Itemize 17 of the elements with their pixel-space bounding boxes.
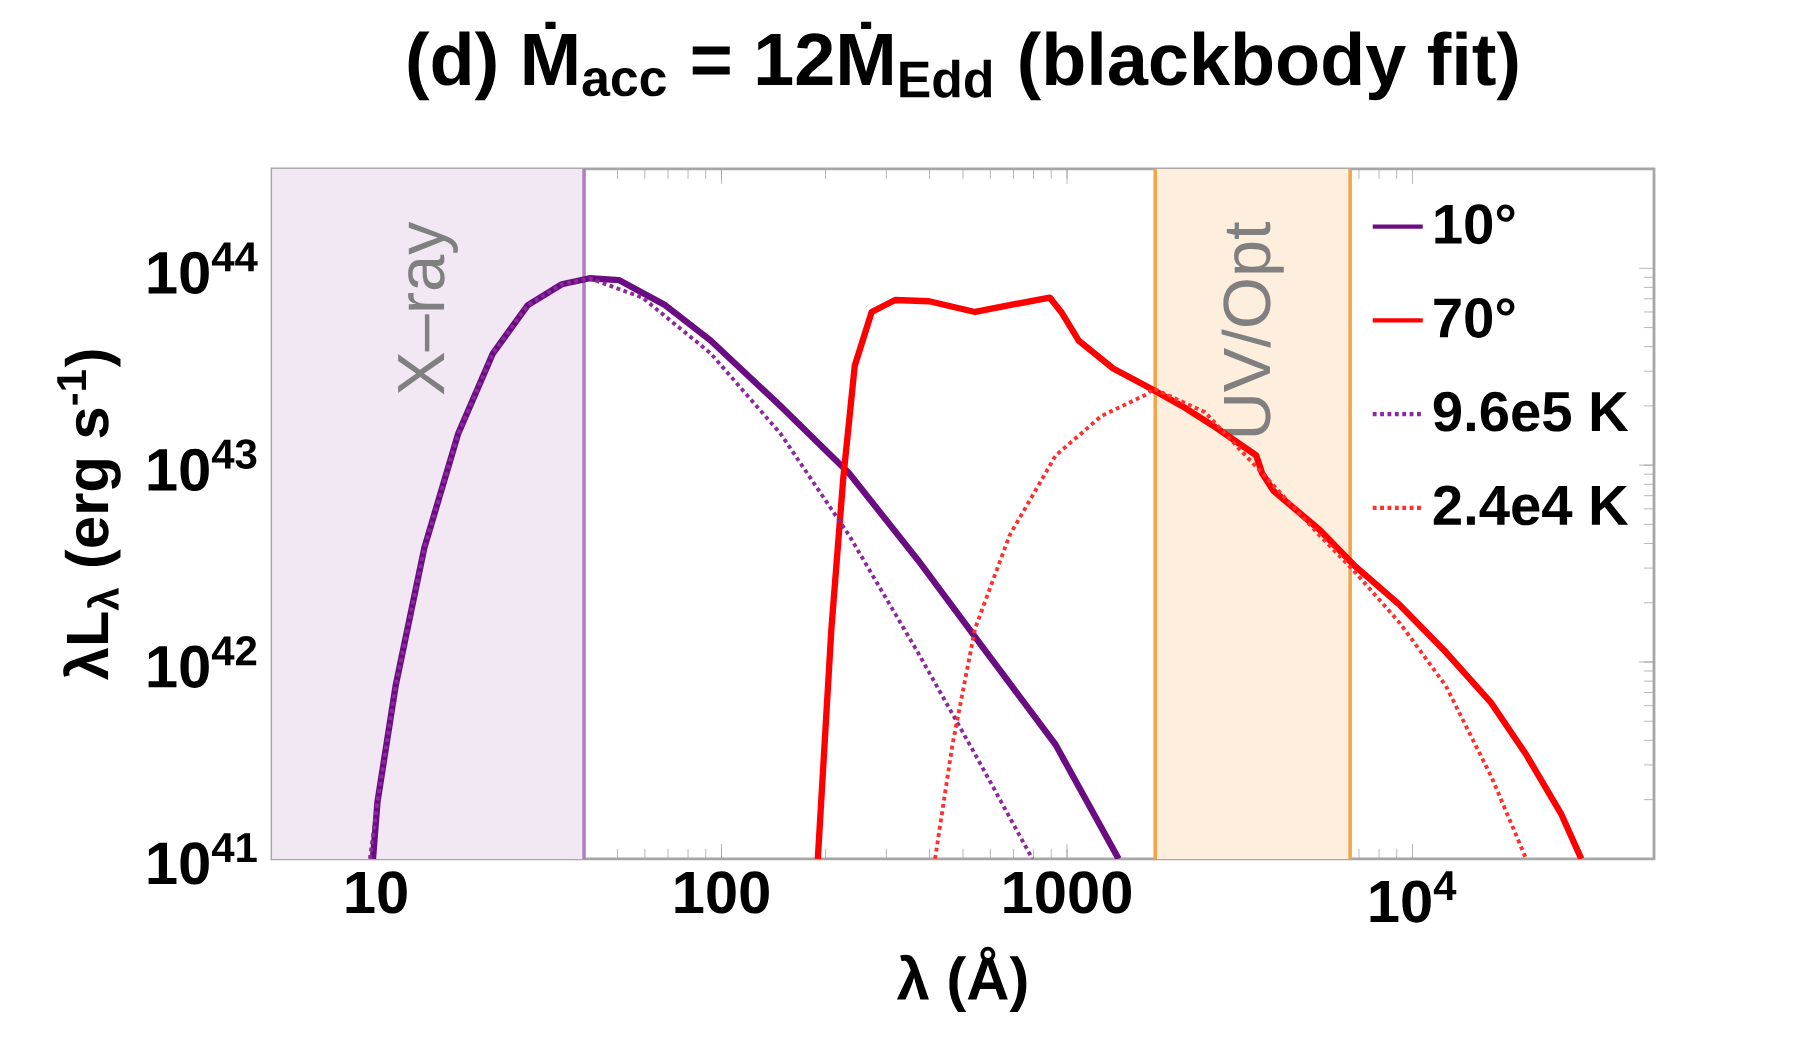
band-label: X–ray	[398, 221, 458, 395]
x-tick-label: 10$^{4}$	[1370, 871, 1457, 923]
x-tick-label: 100	[675, 871, 769, 914]
x-tick-label: 10	[346, 871, 407, 914]
legend-label: 10°	[1435, 204, 1515, 245]
y-tick-label: 10$^{43}$	[148, 439, 257, 492]
y-axis-title: λL$_{λ}$ (erg s$^{-1}$)	[57, 350, 121, 681]
legend-label: 9.6e5 K	[1433, 391, 1629, 432]
legend-label: 70°	[1434, 298, 1515, 338]
x-axis-title: λ (Å)	[896, 946, 1027, 1012]
y-tick-label: 10$^{42}$	[148, 636, 257, 688]
band-label: UV/Opt	[1221, 221, 1284, 436]
x-tick-label: 1000	[1004, 871, 1131, 914]
y-tick-label: 10$^{44}$	[148, 242, 258, 295]
legend-label: 2.4e4 K	[1433, 485, 1629, 526]
y-tick-label: 10$^{41}$	[148, 833, 257, 885]
chart-title: (d) Ṁ$_{acc}$ = 12Ṁ$_{Edd}$ (blackbody fit)	[408, 21, 1518, 101]
